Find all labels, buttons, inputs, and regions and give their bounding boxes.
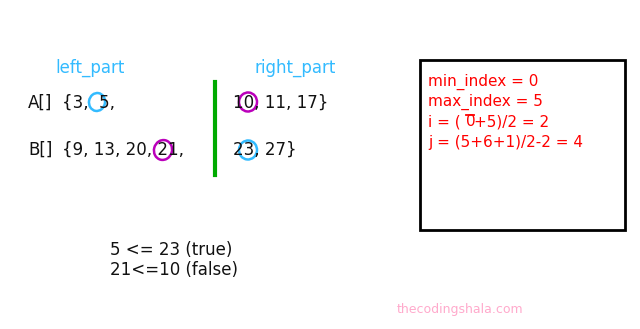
Text: {3,  5,: {3, 5, (62, 94, 115, 112)
Text: 5 <= 23 (true): 5 <= 23 (true) (110, 241, 232, 259)
Text: thecodingshala.com: thecodingshala.com (397, 303, 524, 316)
Text: 0: 0 (466, 114, 476, 130)
Text: i = (: i = ( (428, 114, 461, 130)
Text: 10, 11, 17}: 10, 11, 17} (233, 94, 328, 112)
Text: {9, 13, 20, 21,: {9, 13, 20, 21, (62, 141, 184, 159)
Text: B[]: B[] (28, 141, 52, 159)
Text: 23, 27}: 23, 27} (233, 141, 296, 159)
FancyBboxPatch shape (420, 60, 625, 230)
Text: max_index = 5: max_index = 5 (428, 94, 543, 110)
Text: right_part: right_part (254, 59, 336, 77)
Text: left_part: left_part (55, 59, 125, 77)
Text: A[]: A[] (28, 94, 52, 112)
Text: min_index = 0: min_index = 0 (428, 74, 538, 90)
Text: +5)/2 = 2: +5)/2 = 2 (474, 114, 549, 130)
Text: j = (5+6+1)/2-2 = 4: j = (5+6+1)/2-2 = 4 (428, 135, 583, 149)
Text: 21<=10 (false): 21<=10 (false) (110, 261, 238, 279)
